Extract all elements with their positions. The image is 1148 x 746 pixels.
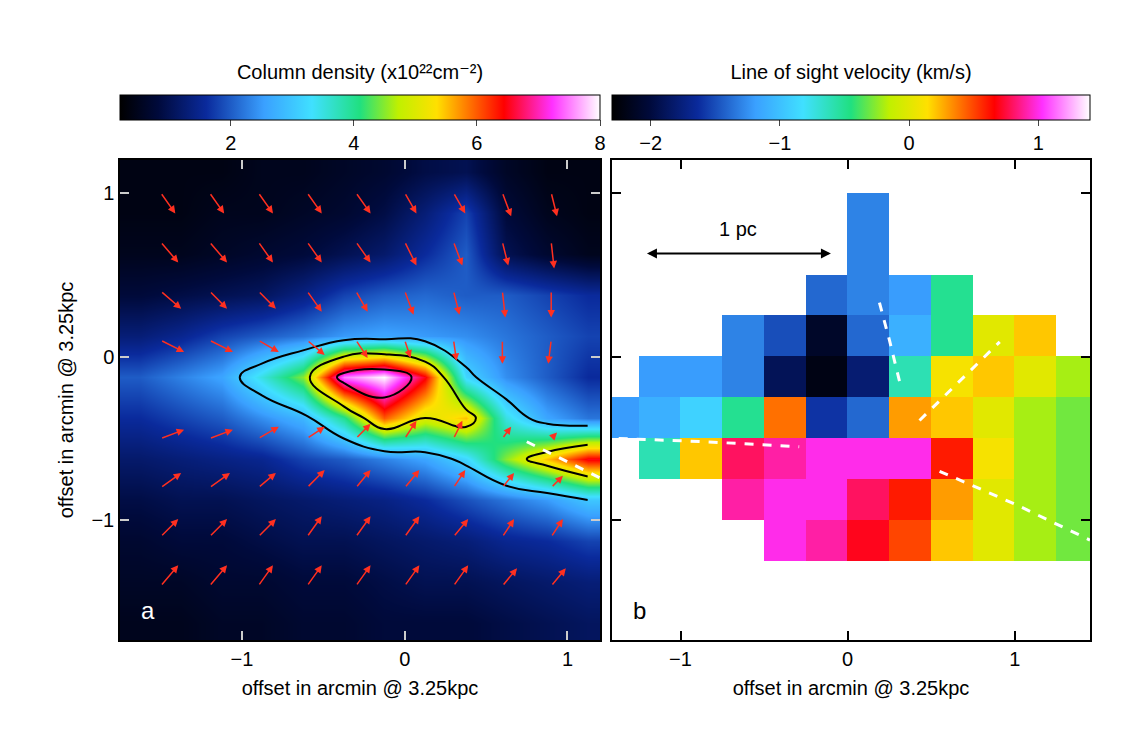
- svg-text:Column density (x10²²cm⁻²): Column density (x10²²cm⁻²): [237, 61, 483, 83]
- svg-text:1: 1: [1009, 648, 1020, 670]
- svg-text:0: 0: [399, 648, 410, 670]
- svg-text:0: 0: [842, 648, 853, 670]
- svg-text:−1: −1: [769, 132, 792, 154]
- svg-text:Line of sight velocity (km/s): Line of sight velocity (km/s): [730, 61, 971, 83]
- svg-text:−1: −1: [669, 648, 692, 670]
- svg-text:1 pc: 1 pc: [719, 218, 757, 240]
- svg-text:offset in arcmin @ 3.25kpc: offset in arcmin @ 3.25kpc: [733, 677, 970, 699]
- svg-text:1: 1: [562, 648, 573, 670]
- svg-text:1: 1: [103, 182, 114, 204]
- svg-text:offset in arcmin @ 3.25kpc: offset in arcmin @ 3.25kpc: [242, 677, 479, 699]
- svg-text:6: 6: [471, 132, 482, 154]
- svg-text:8: 8: [594, 132, 605, 154]
- svg-text:1: 1: [1033, 132, 1044, 154]
- svg-text:−1: −1: [231, 648, 254, 670]
- svg-text:b: b: [633, 597, 646, 624]
- svg-text:−2: −2: [639, 132, 662, 154]
- svg-text:2: 2: [225, 132, 236, 154]
- svg-text:0: 0: [103, 346, 114, 368]
- svg-text:−1: −1: [91, 509, 114, 531]
- svg-text:0: 0: [904, 132, 915, 154]
- svg-text:a: a: [141, 597, 155, 624]
- svg-text:4: 4: [348, 132, 359, 154]
- svg-text:offset in arcmin @ 3.25kpc: offset in arcmin @ 3.25kpc: [55, 282, 77, 519]
